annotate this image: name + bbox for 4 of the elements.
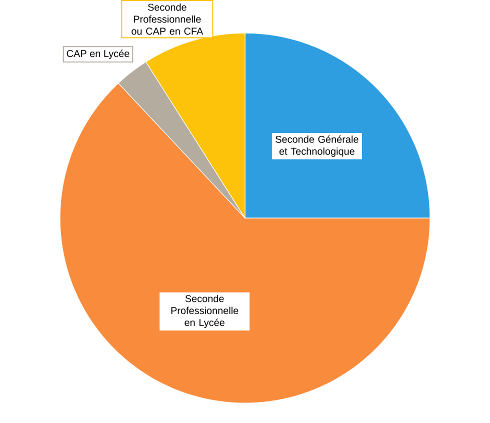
slice-label: Seconde Professionnelle en Lycée xyxy=(171,294,238,328)
slice-label: CAP en Lycée xyxy=(66,50,130,60)
slice-label: Seconde Générale et Technologique xyxy=(276,135,358,157)
slice-label: Seconde Professionnelle ou CAP en CFA xyxy=(132,3,204,35)
